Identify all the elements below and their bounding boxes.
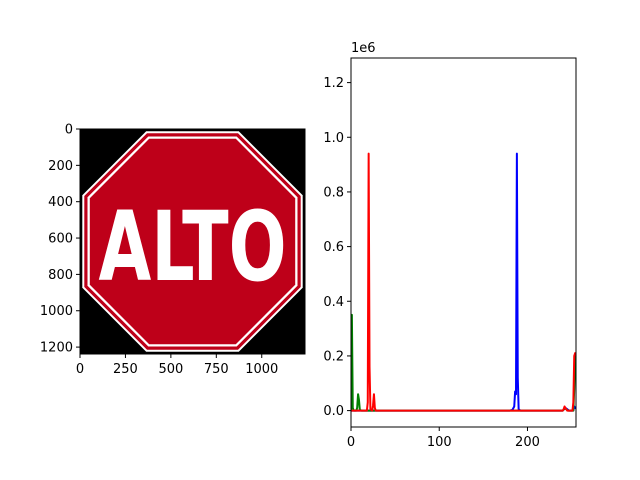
image-x-tick-label: 500	[158, 362, 183, 377]
histogram-y-tick-label: 1.2	[323, 76, 344, 91]
image-x-tick-label: 250	[113, 362, 138, 377]
stop-sign-face	[89, 138, 296, 345]
image-y-tick-label: 600	[48, 232, 73, 247]
histogram-axes-frame	[350, 57, 577, 428]
image-x-tick-label: 0	[76, 362, 84, 377]
histogram-x-tick-label: 0	[347, 435, 355, 450]
image-y-tick-label: 1000	[40, 304, 73, 319]
histogram-x-tick-label: 100	[427, 435, 452, 450]
stop-sign-text: ALTO	[99, 191, 287, 303]
image-x-axis: 0 250 500 750 1000	[76, 354, 278, 377]
image-y-tick-label: 0	[65, 123, 73, 138]
image-x-tick-label: 750	[204, 362, 229, 377]
histogram-x-tick-label: 200	[515, 435, 540, 450]
image-y-tick-label: 1200	[40, 341, 73, 356]
histogram-y-tick-label: 0.6	[323, 240, 344, 255]
image-y-tick-label: 400	[48, 195, 73, 210]
histogram-y-tick-label: 0.4	[323, 295, 344, 310]
histogram-series-line-0	[351, 152, 576, 412]
image-panel: ALTO 0 250 500 750 1000 0 200 400 600 800 1000 120…	[40, 123, 306, 377]
histogram-y-axis: 0.0 0.2 0.4 0.6 0.8 1.0 1.2	[323, 76, 351, 419]
histogram-y-tick-label: 0.2	[323, 349, 344, 364]
histogram-x-axis: 0 100 200	[347, 427, 540, 450]
image-y-axis: 0 200 400 600 800 1000 1200	[40, 123, 80, 356]
histogram-panel: 0 100 200 0.0 0.2 0.4 0.6 0.8 1.0 1.2 1e6	[323, 41, 577, 450]
histogram-y-tick-label: 1.0	[323, 131, 344, 146]
image-y-tick-label: 800	[48, 268, 73, 283]
histogram-series-line-1	[351, 313, 576, 412]
histogram-y-tick-label: 0.0	[323, 404, 344, 419]
image-x-tick-label: 1000	[245, 362, 278, 377]
image-y-tick-label: 200	[48, 159, 73, 174]
histogram-y-tick-label: 0.8	[323, 185, 344, 200]
histogram-series-layer	[351, 152, 576, 412]
histogram-series-line-2	[351, 152, 576, 412]
histogram-scale-label: 1e6	[351, 41, 376, 56]
image-axes-frame	[79, 128, 306, 355]
